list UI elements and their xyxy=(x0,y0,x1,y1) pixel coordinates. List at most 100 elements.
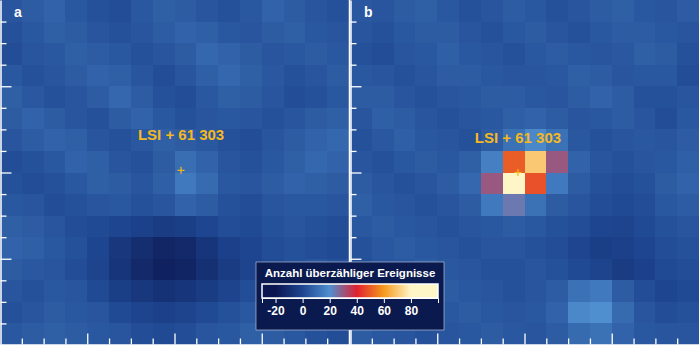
heatmap-cell xyxy=(481,280,503,302)
y-tick xyxy=(1,22,7,23)
heatmap-cell xyxy=(0,22,22,44)
x-tick xyxy=(634,339,635,345)
heatmap-cell xyxy=(350,237,372,259)
heatmap-cell xyxy=(546,280,568,302)
heatmap-cell xyxy=(590,43,612,65)
y-tick-line xyxy=(1,280,7,281)
heatmap-cell xyxy=(327,194,349,216)
heatmap-cell xyxy=(44,129,66,151)
figure: LSI + 61 303aLSI + 61 303bAnzahl überzäh… xyxy=(0,0,699,345)
heatmap-cell xyxy=(677,302,699,324)
heatmap-cell xyxy=(568,173,590,195)
y-tick xyxy=(351,86,362,87)
heatmap-cell xyxy=(655,302,677,324)
heatmap-cell xyxy=(196,43,218,65)
color-bar-tick: 0 xyxy=(300,298,307,318)
x-tick xyxy=(503,339,504,345)
heatmap-cell xyxy=(634,194,656,216)
heatmap-cell xyxy=(0,280,22,302)
heatmap-cell xyxy=(305,65,327,87)
heatmap-cell xyxy=(590,22,612,44)
heatmap-cell xyxy=(525,216,547,238)
x-tick-line xyxy=(327,339,328,345)
heatmap-cell xyxy=(459,65,481,87)
heatmap-cell xyxy=(503,323,525,345)
heatmap-cell xyxy=(546,194,568,216)
heatmap-cell xyxy=(394,194,416,216)
heatmap-cell xyxy=(44,173,66,195)
heatmap-cell xyxy=(196,216,218,238)
heatmap-cell xyxy=(109,129,131,151)
x-tick xyxy=(153,339,154,345)
heatmap-cell xyxy=(568,280,590,302)
heatmap-cell xyxy=(590,280,612,302)
heatmap-cell xyxy=(612,216,634,238)
heatmap-cell xyxy=(305,151,327,173)
heatmap-cell xyxy=(44,216,66,238)
x-tick xyxy=(175,334,176,345)
heatmap-cell xyxy=(677,43,699,65)
x-tick-line xyxy=(22,339,23,345)
heatmap-cell xyxy=(175,216,197,238)
heatmap-cell xyxy=(22,108,44,130)
y-tick-line xyxy=(1,65,7,66)
heatmap-cell xyxy=(87,151,109,173)
heatmap-cell xyxy=(546,323,568,345)
heatmap-cell xyxy=(65,0,87,22)
heatmap-cell xyxy=(655,86,677,108)
source-marker-line xyxy=(180,167,181,174)
heatmap-cell xyxy=(22,216,44,238)
heatmap-cell xyxy=(612,323,634,345)
heatmap-cell xyxy=(0,194,22,216)
x-tick-line xyxy=(524,334,525,345)
color-bar-tick: -20 xyxy=(267,298,285,318)
heatmap-cell xyxy=(87,237,109,259)
y-tick-line xyxy=(351,151,357,152)
heatmap-cell xyxy=(350,43,372,65)
x-tick-line xyxy=(415,339,416,345)
heatmap-cell xyxy=(634,0,656,22)
panel-title: b xyxy=(364,4,373,20)
heatmap-cell xyxy=(634,259,656,281)
heatmap-cell xyxy=(634,22,656,44)
y-tick xyxy=(351,108,357,109)
heatmap-cell xyxy=(394,108,416,130)
heatmap-cell xyxy=(525,173,547,195)
x-tick-line xyxy=(481,339,482,345)
heatmap-cell xyxy=(153,280,175,302)
heatmap-cell xyxy=(284,129,306,151)
heatmap-cell xyxy=(459,280,481,302)
heatmap-cell xyxy=(131,237,153,259)
x-tick-line xyxy=(372,339,373,345)
y-tick xyxy=(1,108,7,109)
heatmap-cell xyxy=(175,65,197,87)
heatmap-cell xyxy=(677,65,699,87)
heatmap-cell xyxy=(481,22,503,44)
heatmap-cell xyxy=(218,194,240,216)
heatmap-cell xyxy=(0,173,22,195)
heatmap-cell xyxy=(655,216,677,238)
y-tick xyxy=(351,43,357,44)
source-label: LSI + 61 303 xyxy=(138,126,224,143)
heatmap-cell xyxy=(394,237,416,259)
x-tick xyxy=(394,339,395,345)
heatmap-cell xyxy=(525,280,547,302)
heatmap-cell xyxy=(262,22,284,44)
y-tick-line xyxy=(351,108,357,109)
heatmap-cell xyxy=(350,108,372,130)
heatmap-cell xyxy=(175,302,197,324)
heatmap-cell xyxy=(415,22,437,44)
heatmap-cell xyxy=(22,259,44,281)
heatmap-cell xyxy=(481,65,503,87)
heatmap-cell xyxy=(0,323,22,345)
heatmap-cell xyxy=(87,302,109,324)
heatmap-cell xyxy=(372,108,394,130)
heatmap-cell xyxy=(503,259,525,281)
heatmap-cell xyxy=(481,173,503,195)
heatmap-cell xyxy=(175,323,197,345)
heatmap-cell xyxy=(196,0,218,22)
heatmap-cell xyxy=(196,280,218,302)
heatmap-cell xyxy=(44,323,66,345)
heatmap-cell xyxy=(655,65,677,87)
heatmap-cell xyxy=(437,43,459,65)
